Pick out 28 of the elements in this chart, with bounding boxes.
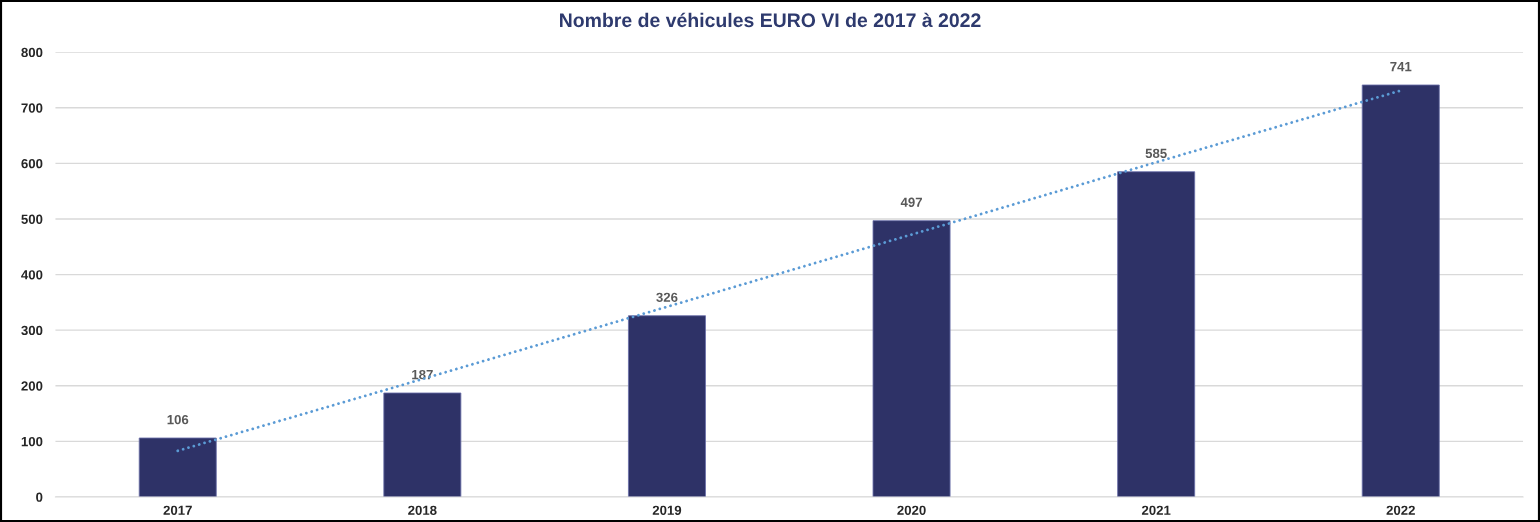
y-tick-label: 700: [21, 103, 43, 113]
y-tick-label: 300: [21, 325, 43, 336]
y-tick-label: 200: [21, 381, 43, 391]
data-label: 585: [1145, 148, 1167, 159]
data-label: 497: [900, 197, 922, 207]
data-label: 326: [656, 292, 678, 303]
data-label: 106: [167, 414, 189, 425]
bar: [628, 315, 706, 497]
y-tick-label: 400: [21, 270, 43, 280]
chart-title: Nombre de véhicules EURO VI de 2017 à 2022: [560, 12, 981, 28]
y-tick-label: 100: [21, 436, 43, 447]
bar: [138, 437, 217, 497]
y-tick-label: 600: [21, 158, 43, 169]
bar: [1361, 84, 1440, 497]
data-label: 187: [412, 369, 433, 380]
y-tick-label: 0: [36, 492, 43, 502]
bar: [872, 220, 951, 497]
x-tick-label: 2020: [897, 505, 926, 515]
y-tick-label: 800: [21, 47, 43, 58]
x-tick-label: 2022: [1386, 505, 1415, 515]
x-tick-label: 2021: [1141, 505, 1171, 515]
x-tick-label: 2019: [652, 505, 682, 515]
y-tick-label: 500: [21, 214, 43, 224]
data-label: 741: [1390, 62, 1412, 72]
x-tick-label: 2017: [163, 505, 192, 515]
bar: [383, 392, 462, 497]
x-tick-label: 2018: [408, 505, 437, 515]
bar: [1117, 171, 1196, 497]
